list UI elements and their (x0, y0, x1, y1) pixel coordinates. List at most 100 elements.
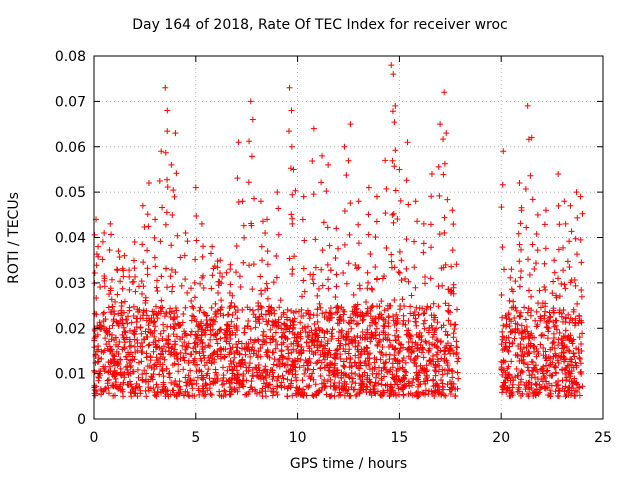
data-point-bg (433, 336, 440, 343)
data-point-bg (152, 323, 159, 330)
data-point-bg (128, 393, 135, 400)
data-point-column (145, 223, 152, 230)
data-point (392, 102, 399, 109)
data-point-bg (563, 374, 570, 381)
data-point-bg (399, 386, 406, 393)
data-point-column (162, 149, 169, 156)
data-point-column (390, 210, 397, 217)
data-point-bg (104, 380, 111, 387)
data-point (524, 102, 531, 109)
data-point-bg (447, 290, 454, 297)
data-point-bg (279, 333, 286, 340)
data-point-bg (257, 303, 264, 310)
data-point-bg (179, 319, 186, 326)
data-point-bg (151, 392, 158, 399)
data-point (239, 198, 246, 205)
data-point-bg (421, 367, 428, 374)
data-point-bg (453, 261, 460, 268)
data-point-bg (434, 337, 441, 344)
data-point-bg (291, 315, 298, 322)
data-point-column (353, 265, 360, 272)
data-point-bg (202, 344, 209, 351)
data-point (341, 143, 348, 150)
data-point-bg (567, 370, 574, 377)
data-point-bg (521, 327, 528, 334)
data-point-bg (366, 366, 373, 373)
data-point-bg (365, 279, 372, 286)
data-point-bg (426, 324, 433, 331)
data-point-column (258, 243, 265, 250)
data-point-bg (508, 390, 515, 397)
data-point-bg (177, 254, 184, 261)
data-point-bg (531, 265, 538, 272)
data-point-column (275, 205, 282, 212)
data-point-bg (412, 315, 419, 322)
data-point-column (106, 291, 113, 298)
data-point-column (216, 270, 223, 277)
data-point-column (289, 191, 296, 198)
data-point-bg (352, 392, 359, 399)
data-point-bg (334, 367, 341, 374)
data-point-bg (117, 381, 124, 388)
data-point-bg (375, 364, 382, 371)
data-point-column (144, 271, 151, 278)
data-point-bg (406, 332, 413, 339)
data-point-column (263, 280, 270, 287)
data-point-bg (214, 353, 221, 360)
data-point-column (240, 259, 247, 266)
data-point-bg (319, 282, 326, 289)
data-point-bg (572, 393, 579, 400)
data-point-bg (228, 379, 235, 386)
data-point-bg (284, 393, 291, 400)
data-point-bg (181, 357, 188, 364)
data-point-bg (552, 353, 559, 360)
data-point-bg (509, 384, 516, 391)
data-point-bg (441, 367, 448, 374)
data-point-column (527, 172, 534, 179)
data-point-bg (147, 330, 154, 337)
data-point-bg (398, 257, 405, 264)
data-point-bg (321, 356, 328, 363)
data-point-column (561, 281, 568, 288)
data-point-bg (386, 392, 393, 399)
data-point (508, 266, 515, 273)
data-point-column (114, 267, 121, 274)
data-point-bg (262, 393, 269, 400)
data-point-column (542, 245, 549, 252)
data-point-column (578, 259, 585, 266)
data-point-bg (156, 344, 163, 351)
data-point-bg (277, 361, 284, 368)
data-point-bg (389, 360, 396, 367)
data-point-bg (512, 327, 519, 334)
data-point-bg (321, 376, 328, 383)
data-point-bg (241, 344, 248, 351)
data-point-bg (277, 382, 284, 389)
data-point-bg (507, 377, 514, 384)
data-point-column (529, 196, 536, 203)
data-point-column (114, 291, 121, 298)
data-point-bg (517, 392, 524, 399)
data-point-bg (110, 383, 117, 390)
data-point-bg (400, 392, 407, 399)
data-point-bg (543, 357, 550, 364)
data-point-bg (121, 339, 128, 346)
data-point-bg (143, 350, 150, 357)
data-point-bg (500, 322, 507, 329)
data-point-bg (352, 303, 359, 310)
data-point-bg (250, 311, 257, 318)
data-point-bg (524, 309, 531, 316)
data-point-bg (255, 316, 262, 323)
data-point-column (235, 198, 242, 205)
data-point-bg (138, 278, 145, 285)
data-point-bg (293, 377, 300, 384)
data-point (500, 148, 507, 155)
data-point-bg (445, 286, 452, 293)
data-point-bg (323, 391, 330, 398)
data-point-bg (120, 273, 127, 280)
data-point (449, 207, 456, 214)
data-point-bg (359, 373, 366, 380)
data-point-bg (213, 336, 220, 343)
data-point-bg (398, 341, 405, 348)
data-point-bg (381, 364, 388, 371)
data-point-bg (243, 391, 250, 398)
